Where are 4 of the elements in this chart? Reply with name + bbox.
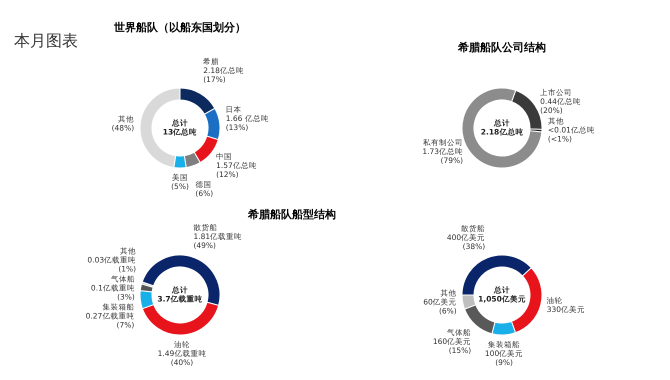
text: 本月图表 [14,31,78,50]
text: 希腊船队船型结构 [247,208,336,221]
chart-title: 希腊船队公司结构 [457,41,546,54]
chart-title: 世界船队（以船东国划分） [113,21,246,34]
